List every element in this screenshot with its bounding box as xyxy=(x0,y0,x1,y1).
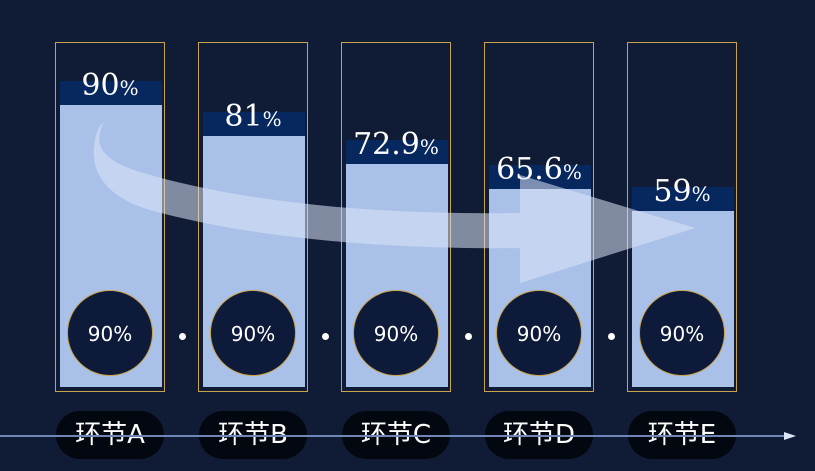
value-number: 72.9 xyxy=(353,126,420,162)
value-unit: % xyxy=(419,134,439,159)
value-label: 65.6% xyxy=(469,152,609,190)
value-number: 59 xyxy=(653,174,692,210)
value-label: 59% xyxy=(612,174,752,212)
value-number: 81 xyxy=(224,98,263,134)
bar-head xyxy=(60,81,162,106)
value-unit: % xyxy=(562,159,582,184)
value-unit: % xyxy=(262,106,282,131)
value-label: 90% xyxy=(40,68,180,106)
stage-rate-circle: 90% xyxy=(496,290,582,376)
separator-dot xyxy=(322,333,329,340)
stage-rate-circle: 90% xyxy=(353,290,439,376)
value-label: 72.9% xyxy=(326,127,466,165)
value-unit: % xyxy=(119,76,139,101)
value-unit: % xyxy=(691,182,711,207)
value-number: 90 xyxy=(81,68,120,104)
timeline-arrow-icon xyxy=(0,432,796,440)
separator-dot xyxy=(465,333,472,340)
separator-dot xyxy=(608,333,615,340)
value-number: 65.6 xyxy=(496,151,563,187)
value-label: 81% xyxy=(183,99,323,137)
separator-dot xyxy=(179,333,186,340)
stage-rate-circle: 90% xyxy=(639,290,725,376)
stage-rate-circle: 90% xyxy=(210,290,296,376)
stage-rate-circle: 90% xyxy=(67,290,153,376)
